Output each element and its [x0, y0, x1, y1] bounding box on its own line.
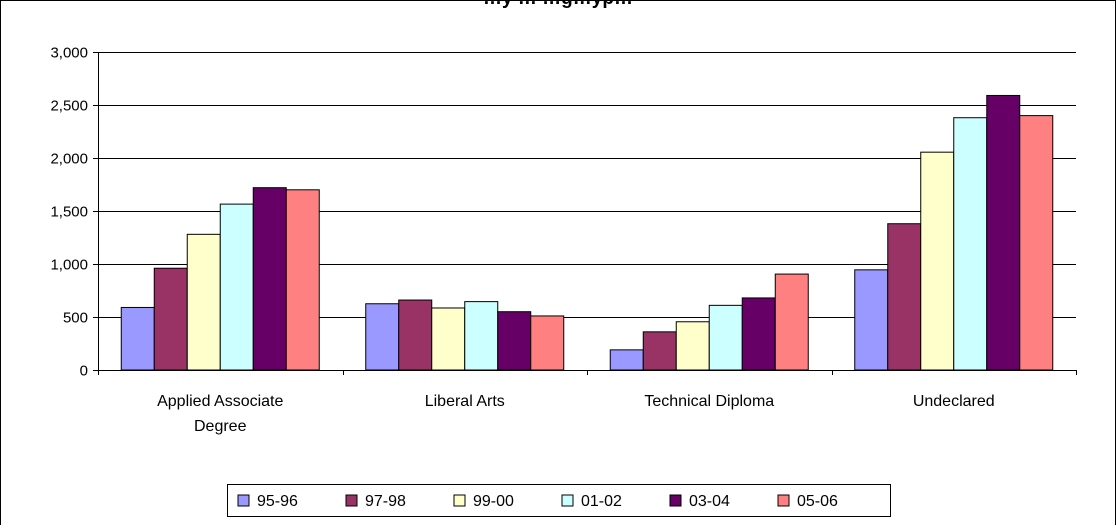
legend-label: 01-02	[581, 493, 622, 510]
bar-03-04	[986, 94, 1021, 371]
bar-97-98	[398, 299, 433, 371]
legend-swatch-95-96	[237, 494, 250, 507]
bar-05-06	[774, 273, 809, 371]
legend-label: 03-04	[689, 493, 730, 510]
bar-97-98	[153, 267, 188, 371]
legend-label: 99-00	[473, 493, 514, 510]
bar-05-06	[530, 315, 565, 371]
bar-95-96	[609, 349, 644, 371]
axes: 0 500 1,000 1,500 2,000 2,500 3,000 Applied Ass…	[50, 45, 1077, 435]
legend-label: 95-96	[257, 493, 298, 510]
bar-97-98	[642, 331, 677, 371]
bar-03-04	[252, 187, 287, 371]
bar-99-00	[431, 307, 466, 371]
legend-swatch-05-06	[777, 494, 790, 507]
legend-swatch-97-98	[345, 494, 358, 507]
bar-95-96	[854, 269, 889, 371]
x-category-label: Applied Associate Degree	[157, 393, 283, 435]
bar-05-06	[285, 189, 320, 371]
legend-swatch-01-02	[561, 494, 574, 507]
y-tick-label: 2,000	[50, 151, 88, 168]
y-tick-label: 1,500	[50, 204, 88, 221]
legend-label: 05-06	[797, 493, 838, 510]
bar-99-00	[675, 321, 710, 371]
bar-99-00	[920, 151, 955, 371]
bar-95-96	[120, 306, 155, 371]
y-tick-label: 0	[80, 363, 88, 380]
x-category-label: Undeclared	[913, 393, 995, 410]
bar-01-02	[708, 304, 743, 371]
bar-99-00	[186, 233, 221, 371]
legend-label: 97-98	[365, 493, 406, 510]
bar-97-98	[887, 223, 922, 371]
legend-box	[227, 484, 891, 517]
y-tick-label: 3,000	[50, 45, 88, 62]
bar-01-02	[219, 203, 254, 371]
bar-01-02	[464, 301, 499, 371]
chart-title: …y … …g…yp…	[483, 0, 633, 9]
y-tick-label: 500	[63, 310, 88, 327]
bar-03-04	[741, 297, 776, 371]
y-tick-label: 2,500	[50, 98, 88, 115]
bar-01-02	[953, 117, 988, 371]
x-category-label: Liberal Arts	[425, 393, 505, 410]
bar-03-04	[497, 311, 532, 371]
legend: 95-96 97-98 99-00 01-02 03-04 05-06	[227, 484, 891, 517]
bar-95-96	[365, 303, 400, 371]
x-category-label: Technical Diploma	[644, 393, 774, 410]
y-tick-label: 1,000	[50, 257, 88, 274]
legend-swatch-03-04	[669, 494, 682, 507]
bars	[120, 94, 1054, 371]
bar-05-06	[1019, 115, 1054, 371]
legend-swatch-99-00	[453, 494, 466, 507]
